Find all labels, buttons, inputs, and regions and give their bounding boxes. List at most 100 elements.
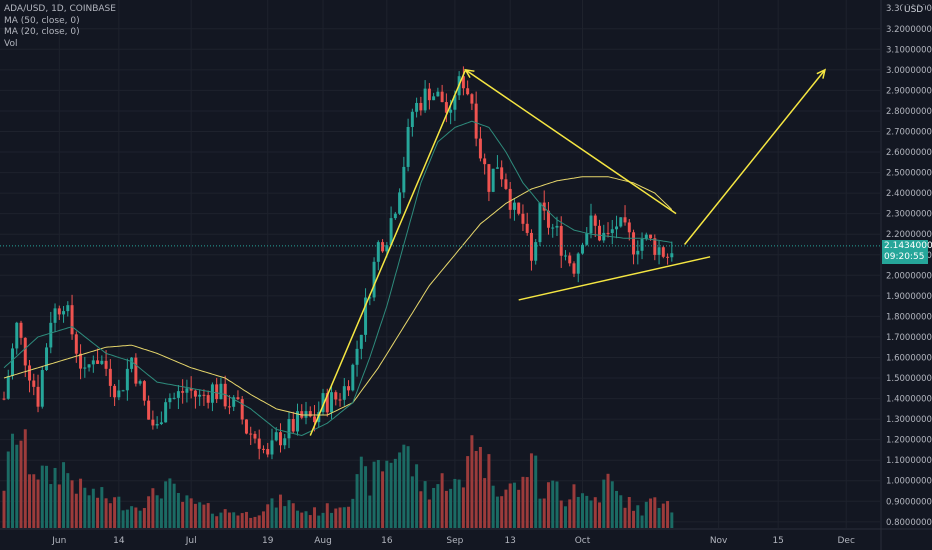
candle-body: [142, 381, 146, 401]
candle-body: [189, 388, 193, 391]
candle-body: [70, 305, 74, 335]
volume-bar: [491, 485, 495, 528]
last-price: 2.14340000: [884, 240, 932, 251]
candle-body: [585, 233, 589, 245]
volume-bar: [534, 455, 538, 528]
volume-bar: [253, 516, 257, 528]
candle-body: [117, 390, 121, 398]
legend-vol[interactable]: Vol: [4, 38, 18, 49]
volume-bar: [168, 478, 172, 528]
volume-bar: [470, 435, 474, 528]
candle-body: [649, 234, 653, 239]
candle-body: [461, 76, 465, 89]
candle-body: [627, 222, 631, 233]
candle-body: [108, 368, 112, 386]
volume-bar: [151, 488, 155, 528]
volume-bar: [138, 510, 142, 528]
candle-body: [474, 103, 478, 139]
volume-bar: [96, 497, 100, 528]
candle-body: [181, 391, 185, 393]
candle-body: [563, 255, 567, 257]
currency-label[interactable]: USD: [902, 5, 926, 15]
candle-body: [440, 91, 444, 103]
candle-body: [236, 397, 240, 400]
y-tick-label: 2.70000000: [886, 127, 932, 137]
volume-bar: [610, 481, 614, 528]
candle-body: [23, 337, 27, 366]
candle-body: [491, 168, 495, 192]
volume-bar: [546, 482, 550, 528]
candle-body: [325, 393, 329, 413]
volume-bar: [457, 479, 461, 528]
volume-bar: [121, 510, 125, 528]
volume-bar: [79, 478, 83, 528]
volume-bar: [385, 460, 389, 528]
candle-body: [657, 247, 661, 255]
volume-bar: [670, 512, 674, 528]
volume-bar: [436, 484, 440, 528]
volume-bar: [113, 497, 117, 528]
volume-bar: [521, 476, 525, 528]
candle-body: [270, 440, 274, 455]
candle-body: [32, 380, 36, 387]
volume-bar: [130, 506, 134, 528]
candle-body: [257, 438, 261, 449]
candle-body: [313, 416, 317, 423]
candle-body: [100, 360, 104, 364]
volume-bar: [6, 451, 10, 528]
candle-body: [670, 253, 674, 258]
x-tick-label: 16: [381, 536, 393, 546]
volume-bar: [402, 444, 406, 528]
candle-body: [28, 365, 32, 381]
volume-bar: [274, 507, 278, 528]
candle-body: [2, 398, 6, 400]
y-tick-label: 1.30000000: [886, 415, 932, 425]
legend-ma20[interactable]: MA (20, close, 0): [4, 27, 80, 37]
volume-bar: [70, 480, 74, 528]
legend-ma50[interactable]: MA (50, close, 0): [4, 15, 80, 26]
volume-bar: [108, 503, 112, 528]
candle-body: [640, 239, 644, 251]
trendline-1: [465, 69, 677, 215]
candle-body: [347, 386, 351, 391]
volume-bar: [66, 473, 70, 528]
volume-bar: [542, 498, 546, 528]
volume-bar: [342, 507, 346, 528]
candle-body: [521, 213, 525, 224]
candle-body: [666, 256, 670, 258]
candle-body: [164, 402, 168, 423]
candle-body: [534, 242, 538, 261]
volume-bar: [325, 503, 329, 528]
candle-body: [283, 438, 287, 446]
volume-bar: [283, 506, 287, 528]
volume-bar: [185, 495, 189, 528]
candle-body: [168, 398, 172, 403]
volume-bar: [512, 482, 516, 528]
volume-bar: [244, 511, 248, 528]
volume-bar: [338, 507, 342, 528]
volume-bar: [317, 515, 321, 528]
trendline-drawings[interactable]: [309, 68, 827, 436]
candle-body: [632, 232, 636, 255]
volume-bar: [410, 476, 414, 528]
candle-body: [338, 399, 342, 401]
volume-bar: [517, 489, 521, 528]
candle-body: [619, 217, 623, 227]
candle-body: [79, 353, 83, 369]
candle-body: [364, 297, 368, 335]
candle-body: [36, 386, 40, 407]
volume-bar: [393, 458, 397, 528]
volume-bars: [2, 429, 674, 528]
volume-bar: [291, 503, 295, 528]
y-tick-label: 3.10000000: [886, 45, 932, 55]
candle-body: [53, 308, 57, 323]
volume-bar: [585, 495, 589, 528]
legend-symbol[interactable]: ADA/USD, 1D, COINBASE: [4, 4, 116, 14]
candle-body: [45, 347, 49, 371]
x-tick-label: Sep: [446, 536, 463, 546]
volume-bar: [355, 474, 359, 528]
candle-body: [15, 322, 19, 349]
volume-bar: [559, 500, 563, 528]
